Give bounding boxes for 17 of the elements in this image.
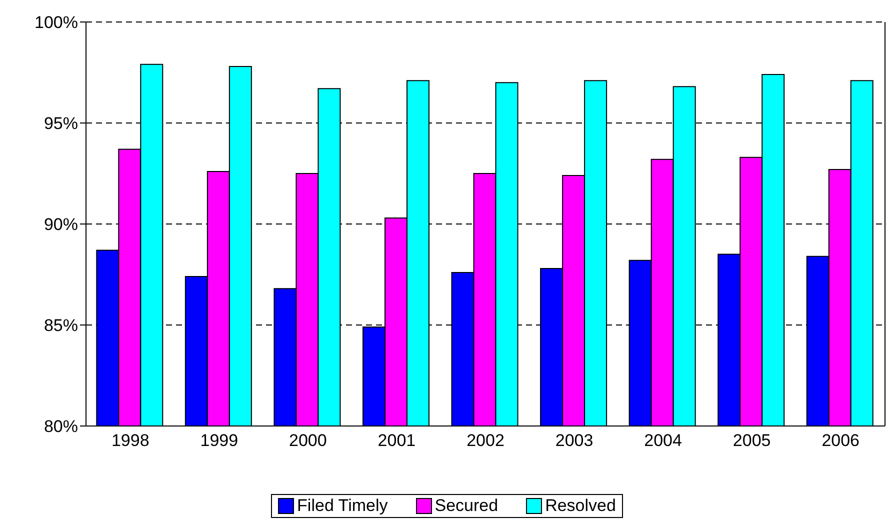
legend-label: Filed Timely bbox=[297, 496, 388, 516]
x-tick-label: 2001 bbox=[378, 431, 416, 450]
legend-label: Resolved bbox=[545, 496, 616, 516]
x-tick-label: 1999 bbox=[200, 431, 238, 450]
x-tick-label: 2006 bbox=[822, 431, 860, 450]
x-tick-label: 2000 bbox=[289, 431, 327, 450]
x-tick-label: 2003 bbox=[555, 431, 594, 450]
x-tick-label: 1998 bbox=[111, 431, 150, 450]
x-tick-label: 2002 bbox=[466, 431, 504, 450]
y-tick-label: 80% bbox=[44, 417, 78, 436]
y-tick-label: 95% bbox=[44, 114, 78, 134]
y-tick-label: 90% bbox=[44, 215, 78, 234]
y-tick-label: 100% bbox=[34, 13, 78, 32]
legend-label: Secured bbox=[434, 496, 498, 516]
x-tick-label: 2004 bbox=[644, 431, 682, 450]
y-tick-label: 85% bbox=[44, 316, 78, 336]
x-tick-label: 2005 bbox=[732, 431, 771, 450]
